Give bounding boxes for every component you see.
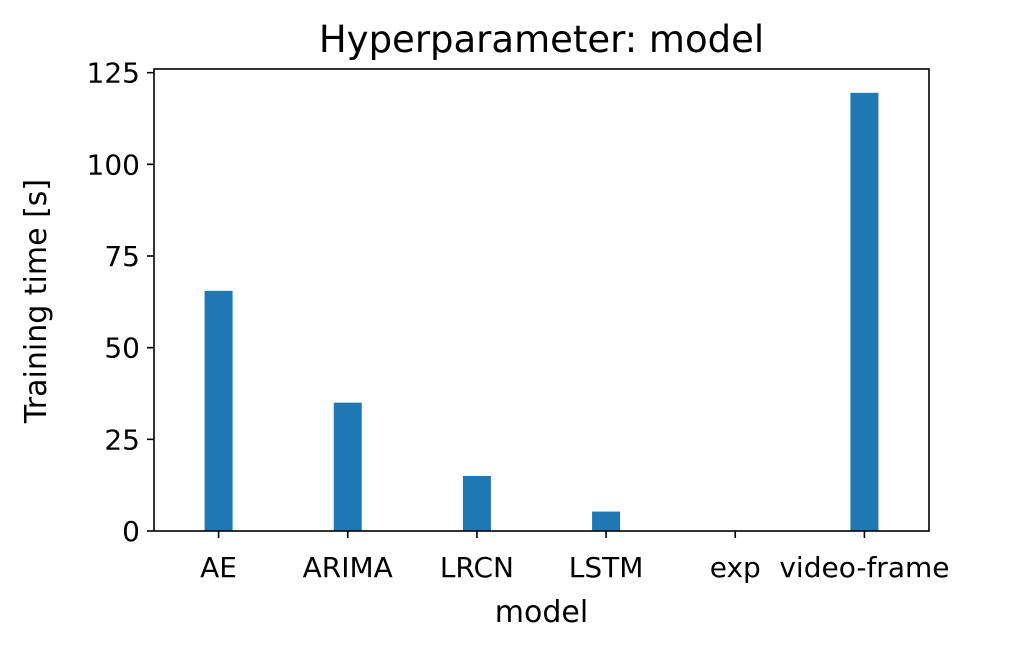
y-axis-label: Training time [s] [19, 179, 54, 424]
x-tick-label: video-frame [779, 551, 949, 584]
x-axis: AE ARIMA LRCN LSTM exp video-frame [200, 531, 949, 584]
x-tick-label: AE [200, 551, 237, 584]
y-tick-label: 0 [122, 515, 140, 548]
chart-title: Hyperparameter: model [319, 18, 764, 61]
x-tick-label: ARIMA [303, 551, 393, 584]
y-tick-label: 50 [104, 332, 140, 365]
bar-ae [204, 290, 233, 531]
bar-lrcn [462, 476, 491, 531]
x-tick-label: LSTM [569, 551, 644, 584]
bars-group [204, 92, 879, 531]
x-tick-label: LRCN [440, 551, 514, 584]
y-axis: 0 25 50 75 100 125 [87, 57, 154, 548]
bar-arima [333, 402, 362, 531]
y-tick-label: 100 [87, 148, 140, 181]
x-axis-label: model [495, 595, 588, 630]
bar-video-frame [850, 92, 879, 531]
y-tick-label: 25 [104, 423, 140, 456]
x-tick-label: exp [710, 551, 761, 584]
y-tick-label: 75 [104, 240, 140, 273]
plot-frame [153, 68, 930, 532]
y-tick-label: 125 [87, 57, 140, 90]
bar-lstm [592, 511, 621, 531]
